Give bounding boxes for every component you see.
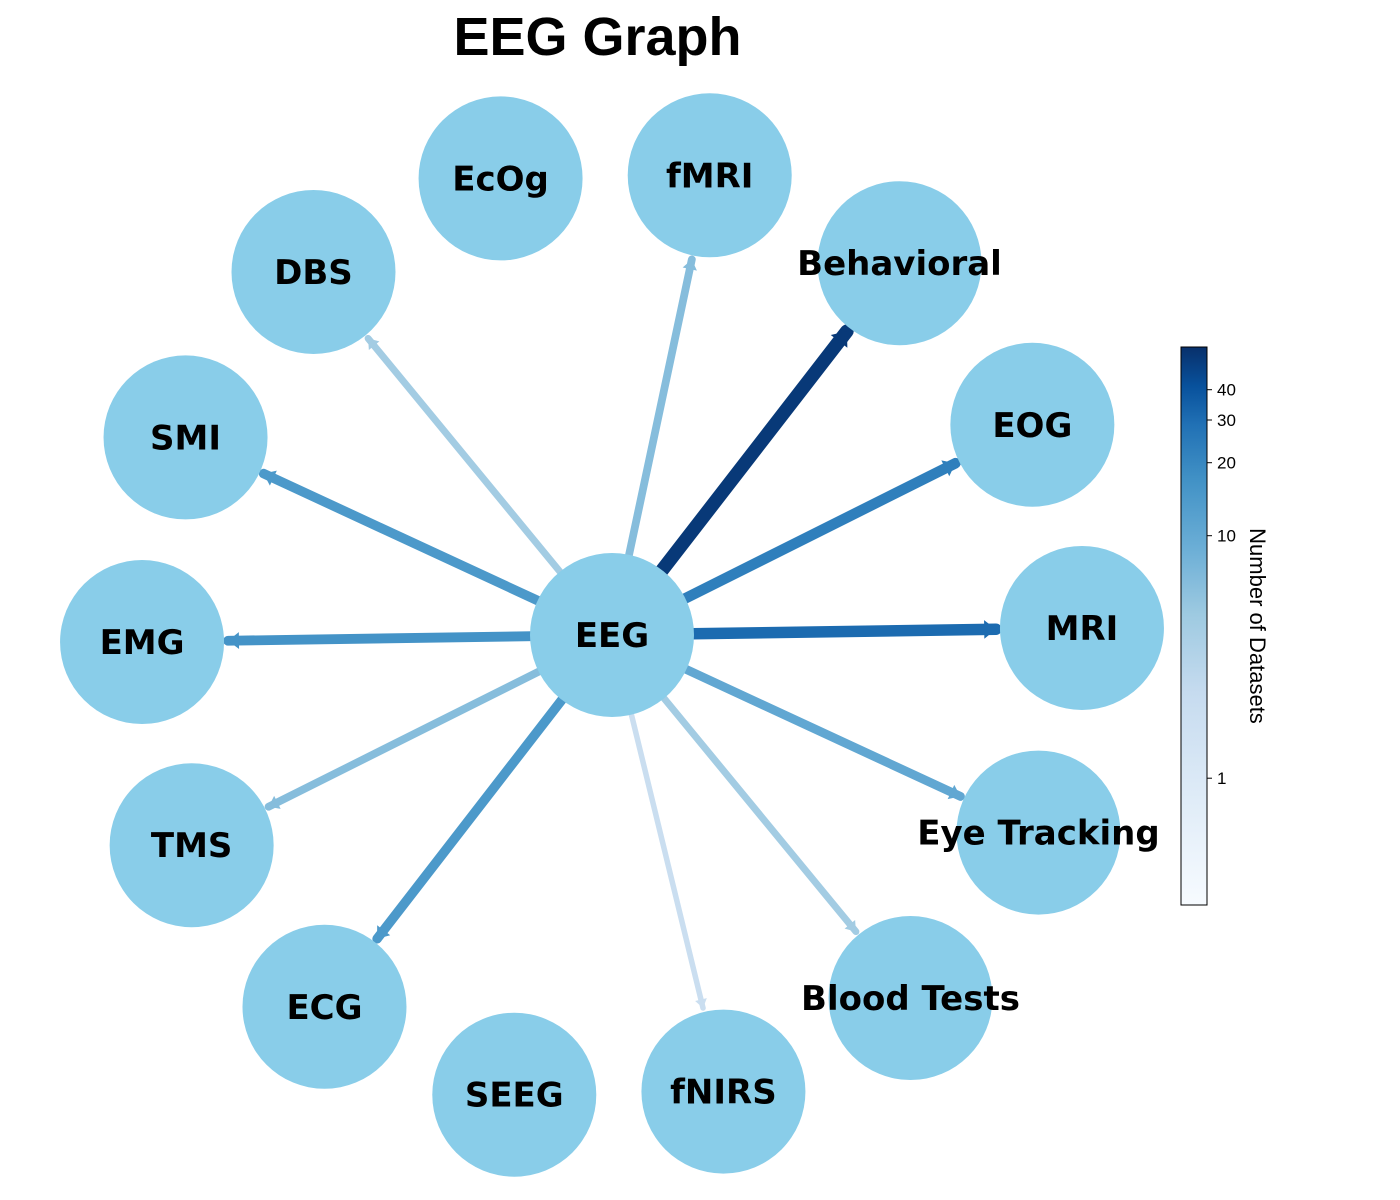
- edge-eeg-blood-tests: [659, 693, 860, 936]
- edge-eeg-mri: [686, 623, 1002, 640]
- node-emg: [60, 560, 225, 725]
- edge-eeg-ecg: [372, 693, 568, 944]
- node-eeg: [530, 553, 694, 717]
- node-label-fmri: fMRI: [666, 156, 753, 196]
- node-tms: [109, 763, 274, 928]
- graph-title: EEG Graph: [453, 7, 742, 67]
- node-label-smi: SMI: [150, 418, 221, 458]
- node-fmri: [627, 93, 792, 258]
- node-label-dbs: DBS: [274, 253, 353, 293]
- colorbar-gradient: [1180, 346, 1208, 906]
- edge-eeg-emg: [223, 631, 537, 646]
- node-ecog: [418, 96, 583, 261]
- arrow-head-behavioral: [830, 331, 848, 348]
- node-label-blood-tests: Blood Tests: [801, 979, 1020, 1019]
- edge-eeg-smi: [258, 468, 545, 607]
- colorbar-tick-label: 20: [1217, 454, 1236, 473]
- arrow-head-fmri: [682, 259, 697, 271]
- colorbar-tick-label: 10: [1217, 527, 1236, 546]
- node-layer: fMRI Behavioral EOG MRI Eye Tracking Blood Te…: [60, 93, 1164, 1177]
- node-label-eye-tracking: Eye Tracking: [917, 814, 1159, 854]
- node-label-eog: EOG: [992, 406, 1072, 446]
- node-label-fnirs: fNIRS: [670, 1073, 777, 1113]
- colorbar-tick-label: 30: [1217, 411, 1236, 430]
- node-label-ecg: ECG: [286, 988, 362, 1028]
- arrow-head-tms: [268, 795, 281, 809]
- colorbar-tick-label: 1: [1217, 769, 1226, 788]
- arrow-head-fnirs: [695, 998, 707, 1009]
- node-label-eeg: EEG: [575, 616, 649, 656]
- edge-eeg-eye-tracking: [680, 664, 965, 801]
- node-label-seeg: SEEG: [465, 1076, 564, 1116]
- arrow-head-mri: [984, 620, 996, 639]
- edge-eeg-fmri: [624, 255, 696, 561]
- node-eye-tracking: [956, 750, 1121, 915]
- node-label-tms: TMS: [151, 826, 233, 866]
- edge-eeg-dbs: [364, 334, 565, 577]
- edge-eeg-fnirs: [628, 709, 706, 1011]
- node-blood-tests: [828, 916, 993, 1081]
- arrow-head-dbs: [368, 338, 380, 351]
- arrow-head-eog: [941, 460, 956, 477]
- node-label-ecog: EcOg: [452, 159, 549, 199]
- edge-eeg-behavioral: [654, 324, 854, 579]
- node-ecg: [242, 924, 407, 1089]
- node-fnirs: [641, 1009, 806, 1174]
- arrow-head-eye-tracking: [947, 784, 961, 800]
- node-smi: [103, 355, 268, 520]
- node-mri: [999, 545, 1164, 710]
- node-behavioral: [817, 181, 982, 346]
- arrow-head-ecg: [377, 925, 391, 939]
- edge-eeg-tms: [264, 666, 545, 811]
- edge-eeg-eog: [678, 457, 961, 605]
- arrow-head-blood-tests: [844, 919, 856, 932]
- node-eog: [950, 342, 1115, 507]
- node-label-behavioral: Behavioral: [797, 244, 1002, 284]
- edge-layer: [223, 255, 1002, 1011]
- arrow-head-smi: [263, 470, 277, 486]
- node-seeg: [432, 1012, 597, 1177]
- arrow-head-emg: [228, 632, 240, 649]
- colorbar-label: Number of Datasets: [1245, 528, 1270, 724]
- colorbar-tick-label: 40: [1217, 381, 1236, 400]
- colorbar: 1 10 20 30 40 Number of Datasets: [1180, 346, 1270, 906]
- node-label-mri: MRI: [1046, 609, 1119, 649]
- node-dbs: [231, 189, 396, 354]
- node-label-emg: EMG: [100, 623, 185, 663]
